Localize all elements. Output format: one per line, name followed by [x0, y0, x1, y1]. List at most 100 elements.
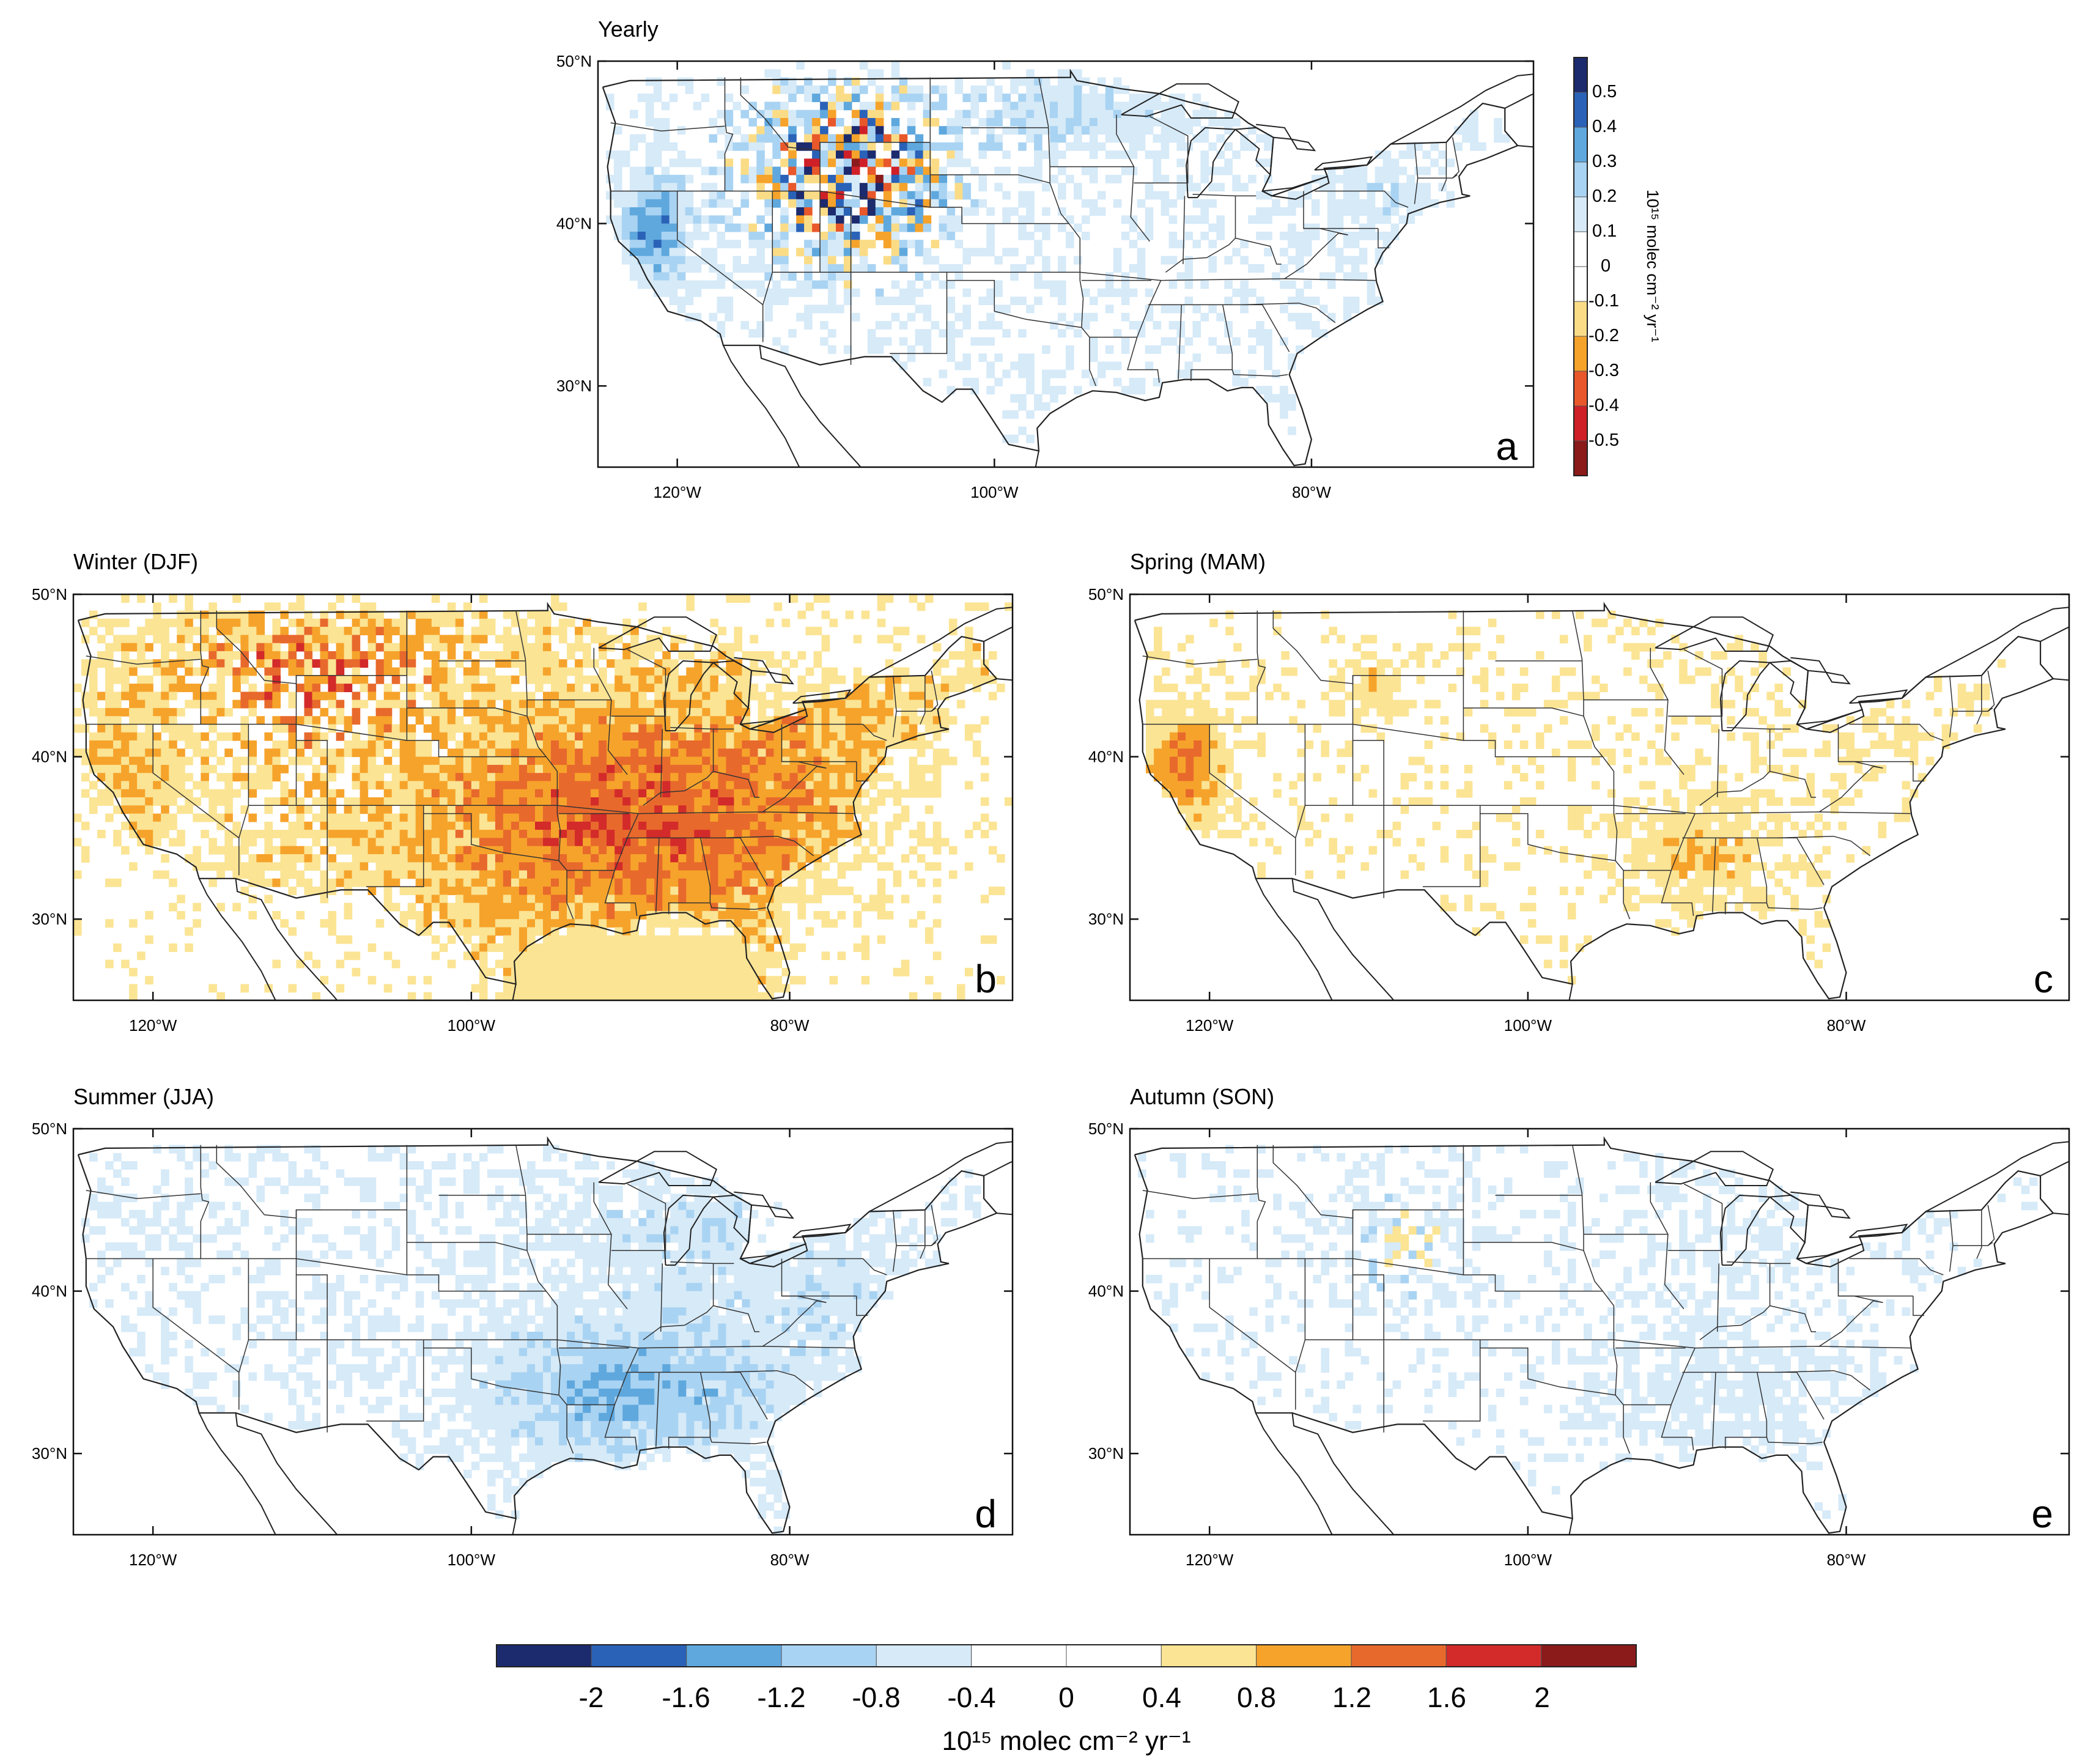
map-cell — [599, 684, 607, 692]
map-cell — [320, 813, 329, 822]
map-cell — [352, 716, 361, 725]
map-cell — [845, 887, 854, 895]
map-cell — [543, 707, 552, 717]
map-cell — [901, 707, 910, 717]
map-cell — [487, 902, 496, 912]
map-cell — [1462, 118, 1471, 127]
map-cell — [1406, 142, 1415, 151]
map-cell — [185, 927, 193, 936]
map-cell — [742, 692, 750, 701]
map-cell — [661, 280, 670, 289]
map-cell — [726, 846, 734, 855]
map-cell — [455, 919, 464, 928]
map-cell — [750, 684, 758, 692]
map-cell — [756, 215, 765, 224]
map-cell — [758, 797, 767, 806]
map-cell — [678, 773, 687, 782]
map-cell — [1066, 118, 1074, 127]
map-cell — [829, 724, 838, 733]
map-cell — [1129, 142, 1138, 151]
map-cell — [907, 240, 916, 249]
map-cell — [1382, 231, 1392, 240]
map-cell — [843, 345, 852, 354]
map-cell — [725, 312, 734, 322]
map-cell — [614, 740, 623, 749]
map-cell — [939, 199, 948, 208]
map-cell — [479, 910, 488, 920]
map-cell — [185, 684, 193, 692]
map-cell — [861, 707, 870, 717]
map-cell — [820, 109, 828, 119]
map-cell — [964, 724, 973, 733]
map-cell — [1050, 394, 1058, 403]
map-cell — [725, 109, 734, 119]
map-cell — [804, 215, 813, 224]
map-cell — [685, 199, 694, 208]
map-cell — [360, 870, 369, 879]
map-cell — [772, 69, 781, 78]
map-cell — [89, 667, 98, 676]
map-cell — [375, 707, 385, 717]
map-cell — [503, 748, 512, 758]
map-cell — [169, 789, 177, 798]
map-cell — [1422, 183, 1431, 192]
map-cell — [240, 846, 249, 855]
map-cell — [661, 134, 670, 143]
map-cell — [718, 773, 726, 782]
map-cell — [646, 773, 655, 782]
map-cell — [1129, 150, 1138, 159]
map-cell — [970, 85, 979, 94]
map-cell — [750, 805, 758, 814]
map-cell — [399, 651, 408, 660]
map-cell — [224, 667, 233, 676]
lake-outline — [1262, 175, 1330, 200]
map-cell — [1327, 231, 1336, 240]
map-cell — [1248, 174, 1256, 183]
map-cell — [367, 846, 377, 855]
map-cell — [685, 240, 694, 249]
map-cell — [495, 805, 504, 814]
map-cell — [304, 862, 313, 871]
map-cell — [1129, 240, 1138, 249]
map-cell — [1367, 183, 1376, 192]
map-cell — [121, 675, 130, 684]
map-cell — [638, 724, 647, 733]
map-cell — [954, 134, 964, 143]
map-cell — [843, 94, 852, 102]
map-cell — [399, 732, 408, 741]
map-cell — [869, 756, 878, 766]
map-cell — [471, 692, 480, 701]
map-cell — [264, 748, 273, 758]
map-cell — [1422, 166, 1431, 175]
map-cell — [575, 659, 583, 668]
map-cell — [654, 667, 663, 676]
map-cell — [796, 109, 805, 119]
map-cell — [962, 118, 971, 127]
map-cell — [851, 240, 860, 249]
map-cell — [813, 748, 822, 758]
map-cell — [622, 862, 631, 871]
map-cell — [559, 887, 567, 895]
map-cell — [455, 870, 464, 879]
map-cell — [780, 215, 789, 224]
map-cell — [1351, 215, 1360, 224]
map-cell — [367, 643, 377, 652]
map-cell — [661, 183, 670, 192]
map-cell — [599, 878, 607, 887]
map-cell — [447, 732, 456, 741]
map-cell — [105, 773, 114, 782]
map-cell — [859, 150, 868, 159]
map-cell — [742, 927, 750, 936]
map-cell — [734, 870, 742, 879]
map-cell — [185, 797, 193, 806]
map-cell — [567, 895, 575, 904]
map-cell — [756, 231, 765, 240]
map-cell — [518, 773, 528, 782]
map-cell — [535, 610, 544, 619]
map-cell — [121, 748, 130, 758]
map-cell — [909, 716, 918, 725]
map-cell — [750, 789, 758, 798]
map-cell — [1176, 329, 1186, 338]
map-cell — [781, 748, 791, 758]
map-cell — [399, 805, 408, 814]
